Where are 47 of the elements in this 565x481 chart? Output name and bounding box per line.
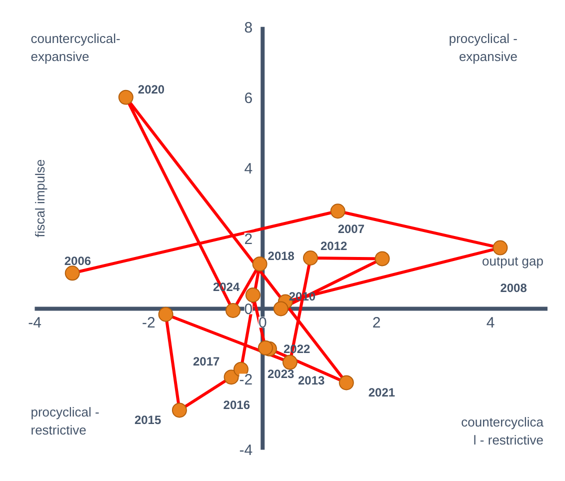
point — [245, 288, 260, 302]
y-tick-label: 8 — [244, 19, 253, 36]
point — [258, 340, 273, 356]
x-tick-label: 0 — [258, 314, 267, 332]
x-tick-label: 4 — [486, 314, 495, 332]
annotation: 2016 — [223, 398, 250, 412]
annotation: 2010 — [288, 290, 316, 304]
point — [273, 301, 288, 316]
annotation: procyclical - expansive — [448, 30, 518, 64]
annotation: 2018 — [268, 248, 295, 263]
point — [226, 303, 241, 318]
annotation: 2017 — [192, 354, 220, 368]
annotation: 2006 — [64, 254, 92, 268]
point — [338, 375, 354, 390]
x-tick-label: -2 — [142, 314, 156, 332]
y-tick-label: 4 — [244, 160, 253, 178]
annotation: 2021 — [368, 386, 396, 400]
point — [118, 90, 134, 105]
y-tick-label: 0 — [244, 301, 253, 318]
x-tick-label: -4 — [28, 314, 42, 332]
y-tick-label: 6 — [244, 90, 253, 107]
y-tick-label: -2 — [239, 372, 253, 389]
annotation: 2020 — [138, 82, 165, 96]
annotation: 2013 — [298, 373, 326, 388]
point — [302, 250, 318, 266]
x-axis-title: output gap — [482, 254, 544, 269]
annotation: countercyclical- expansive — [30, 30, 120, 64]
y-tick-label: -4 — [239, 442, 253, 460]
annotation: procyclical - restrictive — [30, 404, 100, 438]
x-tick-label: 2 — [372, 314, 381, 332]
point — [330, 204, 346, 219]
point — [64, 266, 80, 281]
point — [282, 354, 298, 370]
point — [492, 240, 508, 256]
point — [224, 370, 239, 385]
annotation: 2015 — [134, 413, 162, 428]
point — [252, 256, 268, 272]
y-tick-label: 2 — [244, 230, 253, 248]
point — [172, 402, 187, 418]
point — [158, 306, 174, 322]
point — [374, 251, 390, 266]
annotation: 2023 — [267, 366, 295, 381]
y-axis-title: fiscal impulse — [32, 159, 48, 238]
annotation: countercyclica l - restrictive — [461, 414, 544, 448]
annotation: 2008 — [500, 280, 528, 295]
annotation: 2012 — [320, 238, 348, 253]
annotation: 2007 — [338, 222, 365, 236]
